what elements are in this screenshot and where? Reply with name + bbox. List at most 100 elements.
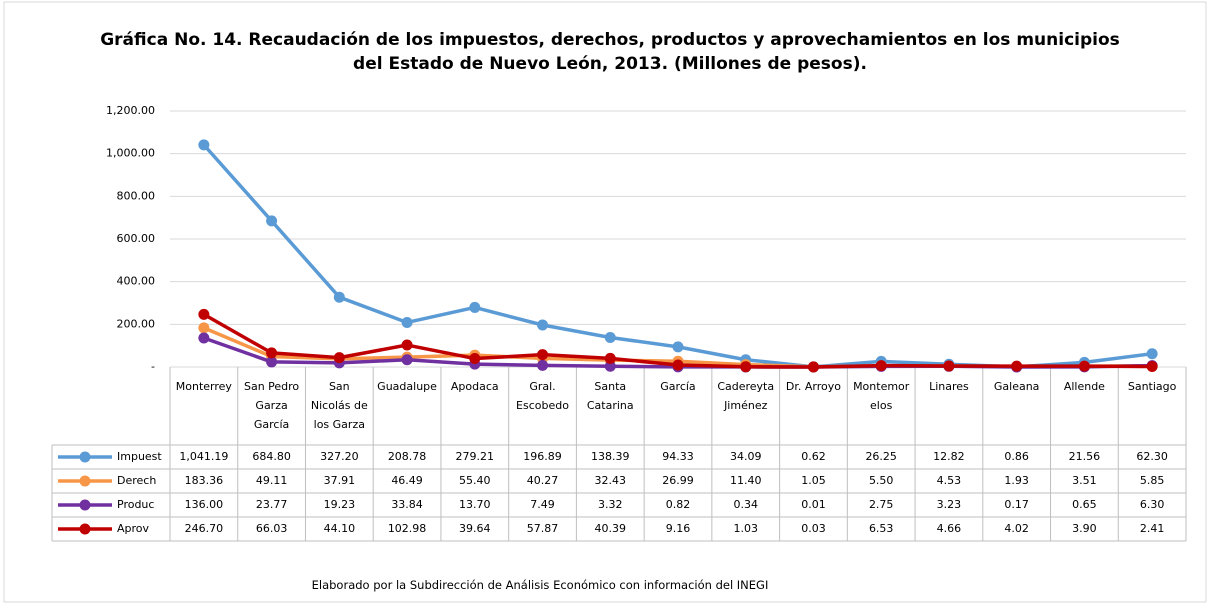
table-value: 11.40 — [730, 474, 762, 487]
table-value: 183.36 — [185, 474, 224, 487]
table-value: 6.30 — [1140, 498, 1165, 511]
data-point — [266, 347, 278, 359]
x-tick-label: Montemorelos — [853, 380, 910, 412]
legend-label: Derech — [117, 474, 156, 487]
data-point — [1011, 360, 1023, 372]
x-tick-label: Linares — [929, 380, 969, 393]
y-tick-label: - — [151, 360, 155, 373]
frame — [3, 1, 1207, 603]
data-point — [537, 359, 549, 371]
table-value: 0.03 — [801, 522, 826, 535]
data-point — [943, 360, 955, 372]
data-point — [1078, 360, 1090, 372]
table-value: 49.11 — [256, 474, 288, 487]
legend-label: Impuest — [117, 450, 162, 463]
data-point — [604, 331, 616, 343]
data-point — [198, 308, 210, 320]
table-value: 0.34 — [733, 498, 758, 511]
table-value: 2.75 — [869, 498, 894, 511]
data-point — [1146, 348, 1158, 360]
table-value: 7.49 — [530, 498, 555, 511]
table-value: 3.32 — [598, 498, 623, 511]
y-tick-label: 1,000.00 — [106, 147, 155, 160]
x-tick-label: San Nicolás de los Garza — [310, 380, 368, 431]
legend-marker — [79, 475, 91, 487]
table-value: 0.17 — [1004, 498, 1029, 511]
table-value: 684.80 — [252, 450, 291, 463]
data-point — [333, 352, 345, 364]
table-value: 6.53 — [869, 522, 894, 535]
data-point — [1146, 360, 1158, 372]
data-point — [198, 139, 210, 151]
table-value: 102.98 — [388, 522, 427, 535]
table-value: 39.64 — [459, 522, 491, 535]
table-value: 33.84 — [391, 498, 423, 511]
data-point — [198, 332, 210, 344]
table-value: 26.25 — [865, 450, 897, 463]
data-point — [604, 360, 616, 372]
y-tick-label: 200.00 — [117, 317, 156, 330]
table-value: 327.20 — [320, 450, 359, 463]
data-point — [672, 359, 684, 371]
table-value: 13.70 — [459, 498, 491, 511]
table-value: 26.99 — [662, 474, 694, 487]
y-tick-label: 1,200.00 — [106, 104, 155, 117]
data-point — [198, 322, 210, 334]
data-point — [401, 316, 413, 328]
table-value: 4.53 — [937, 474, 962, 487]
legend-label: Aprov — [117, 522, 150, 535]
y-tick-label: 800.00 — [117, 189, 156, 202]
table-value: 40.27 — [527, 474, 559, 487]
table-value: 279.21 — [456, 450, 495, 463]
table-value: 32.43 — [595, 474, 627, 487]
table-value: 4.66 — [937, 522, 962, 535]
legend-label: Produc — [117, 498, 154, 511]
table-value: 208.78 — [388, 450, 427, 463]
data-point — [469, 301, 481, 313]
x-tick-label: Galeana — [993, 380, 1040, 393]
series-line — [202, 143, 1153, 369]
table-value: 4.02 — [1004, 522, 1029, 535]
data-point — [807, 361, 819, 373]
data-point — [469, 353, 481, 365]
table-value: 19.23 — [324, 498, 356, 511]
table-value: 2.41 — [1140, 522, 1165, 535]
x-tick-label: Cadereyta Jiménez — [717, 380, 775, 412]
y-tick-label: 400.00 — [117, 275, 156, 288]
y-tick-label: 600.00 — [117, 232, 156, 245]
footnote: Elaborado por la Subdirección de Análisi… — [311, 578, 769, 592]
table-value: 0.82 — [666, 498, 691, 511]
table-value: 62.30 — [1136, 450, 1168, 463]
x-tick-label: Santa Catarina — [586, 380, 634, 412]
x-tick-label: Santiago — [1127, 380, 1177, 393]
legend-marker — [79, 451, 91, 463]
table-value: 0.86 — [1004, 450, 1029, 463]
table-value: 1,041.19 — [179, 450, 228, 463]
table-value: 138.39 — [591, 450, 630, 463]
table-value: 12.82 — [933, 450, 965, 463]
table-value: 5.85 — [1140, 474, 1165, 487]
table-value: 66.03 — [256, 522, 288, 535]
x-tick-label: Allende — [1063, 380, 1105, 393]
x-tick-label: Guadalupe — [377, 380, 437, 393]
table-value: 3.90 — [1072, 522, 1097, 535]
chart-title: Gráfica No. 14. Recaudación de los impue… — [100, 30, 1120, 74]
data-point — [266, 215, 278, 227]
table-value: 246.70 — [185, 522, 224, 535]
table-value: 1.93 — [1004, 474, 1029, 487]
x-tick-label: Gral. Escobedo — [516, 380, 569, 412]
table-value: 1.05 — [801, 474, 826, 487]
x-tick-label: Apodaca — [450, 380, 499, 393]
table-value: 1.03 — [733, 522, 758, 535]
data-point — [401, 339, 413, 351]
data-point — [740, 361, 752, 373]
data-point — [604, 352, 616, 364]
x-tick-label: Dr. Arroyo — [785, 380, 841, 393]
table-value: 57.87 — [527, 522, 559, 535]
x-tick-label: García — [660, 380, 696, 393]
data-point — [401, 354, 413, 366]
table-value: 55.40 — [459, 474, 491, 487]
legend-marker — [79, 499, 91, 511]
